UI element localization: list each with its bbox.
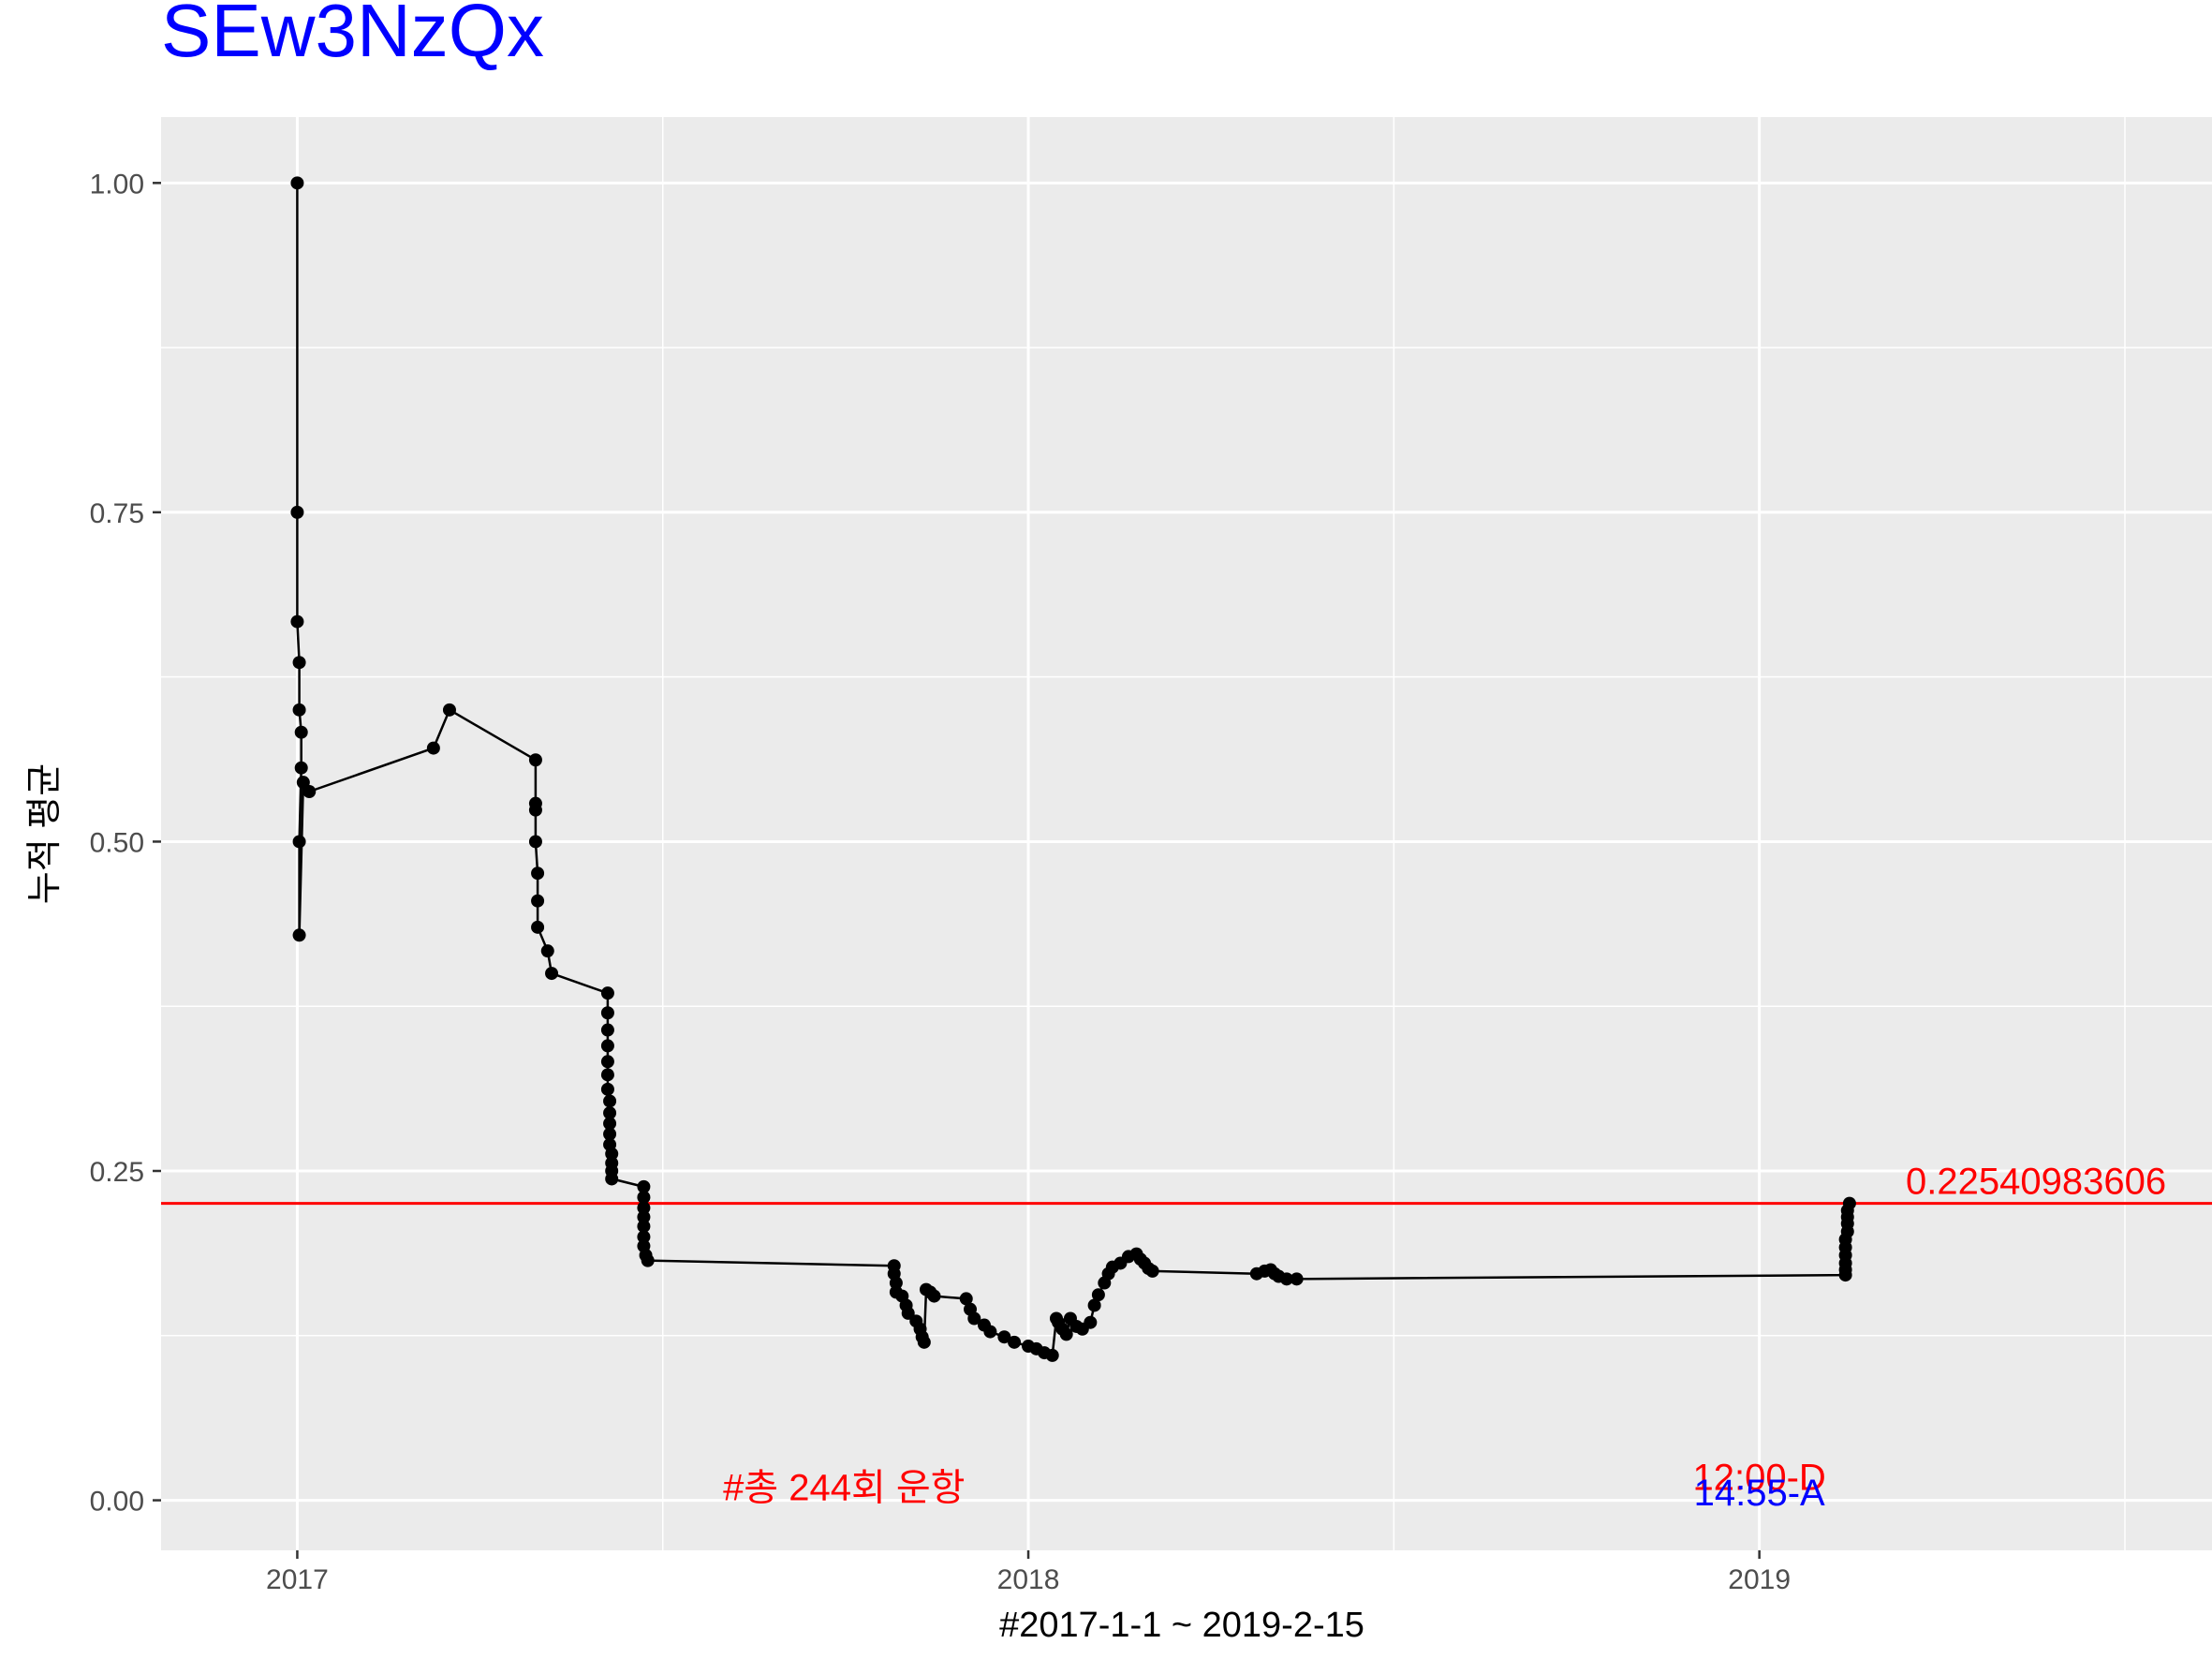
data-point (545, 967, 559, 981)
data-point (528, 753, 542, 767)
data-point (302, 785, 317, 798)
data-point (637, 1230, 651, 1244)
annotation-text: #총 244회 운항 (723, 1468, 965, 1509)
data-point (1087, 1298, 1101, 1312)
data-point (1091, 1288, 1105, 1302)
data-point (1008, 1335, 1022, 1349)
y-tick-label: 1.00 (90, 169, 144, 200)
data-point (600, 1039, 614, 1053)
annotation-group: #총 244회 운항 12:00-D14:55-A (723, 1457, 1826, 1514)
data-point (967, 1311, 981, 1326)
reference-line-group: 0.22540983606 (161, 1162, 2212, 1206)
annotation-text: 12:00-D (1693, 1457, 1826, 1498)
y-tick-label: 0.25 (90, 1157, 144, 1188)
data-point (641, 1253, 655, 1267)
data-point (600, 1055, 614, 1069)
y-axis: 0.00 0.25 0.50 0.75 1.00 (90, 169, 161, 1518)
data-point (528, 835, 542, 849)
data-point (1059, 1327, 1073, 1341)
data-point (290, 176, 304, 190)
data-point (1842, 1196, 1856, 1210)
plot-panel (161, 117, 2212, 1550)
data-point (637, 1201, 651, 1215)
data-point (901, 1306, 915, 1320)
reference-line-label: 0.22540983606 (1906, 1162, 2166, 1203)
data-point (603, 1127, 617, 1141)
data-point (531, 920, 545, 934)
data-point (1045, 1348, 1059, 1362)
x-tick-label: 2018 (997, 1564, 1060, 1595)
data-point (637, 1220, 651, 1234)
data-point (600, 1068, 614, 1082)
x-axis: 2017 2018 2019 (266, 1550, 1791, 1595)
data-point (531, 867, 545, 881)
data-point (528, 803, 542, 817)
chart-title: SEw3NzQx (161, 0, 544, 72)
data-point (605, 1172, 619, 1186)
data-point (983, 1325, 997, 1339)
data-point (531, 894, 545, 908)
data-point (292, 703, 306, 717)
data-point (540, 944, 554, 958)
y-tick-label: 0.50 (90, 827, 144, 858)
data-point (1279, 1272, 1293, 1286)
data-point (1290, 1272, 1304, 1286)
data-point (927, 1289, 941, 1303)
data-point (292, 656, 306, 670)
x-axis-title: #2017-1-1 ~ 2019-2-15 (999, 1606, 1364, 1645)
y-tick-label: 0.00 (90, 1487, 144, 1518)
data-point (1084, 1315, 1098, 1329)
grid-major (161, 117, 2212, 1550)
data-point (1145, 1264, 1159, 1278)
y-tick-label: 0.75 (90, 498, 144, 529)
data-point (600, 1082, 614, 1096)
data-point (603, 1094, 617, 1108)
series-group (290, 176, 1856, 1362)
data-point (600, 1006, 614, 1020)
data-point (292, 928, 306, 942)
data-point (292, 835, 306, 849)
data-point (959, 1292, 973, 1306)
data-point (637, 1210, 651, 1224)
data-point (290, 505, 304, 519)
data-point (637, 1191, 651, 1205)
data-point (600, 1023, 614, 1037)
data-point (637, 1179, 651, 1193)
grid-minor (161, 117, 2212, 1550)
data-point (426, 741, 440, 755)
data-point (600, 986, 614, 1000)
data-point (889, 1276, 903, 1290)
data-point (603, 1106, 617, 1120)
data-point (917, 1335, 931, 1349)
data-point (605, 1147, 619, 1161)
y-axis-title: 누적 평균 (25, 763, 65, 904)
data-point (603, 1117, 617, 1131)
data-point (997, 1330, 1011, 1344)
x-tick-label: 2019 (1728, 1564, 1791, 1595)
x-tick-label: 2017 (266, 1564, 329, 1595)
data-point (294, 761, 308, 775)
data-point (294, 725, 308, 739)
annotation-text: 14:55-A (1694, 1473, 1825, 1514)
data-point (290, 615, 304, 629)
data-point (442, 703, 456, 717)
